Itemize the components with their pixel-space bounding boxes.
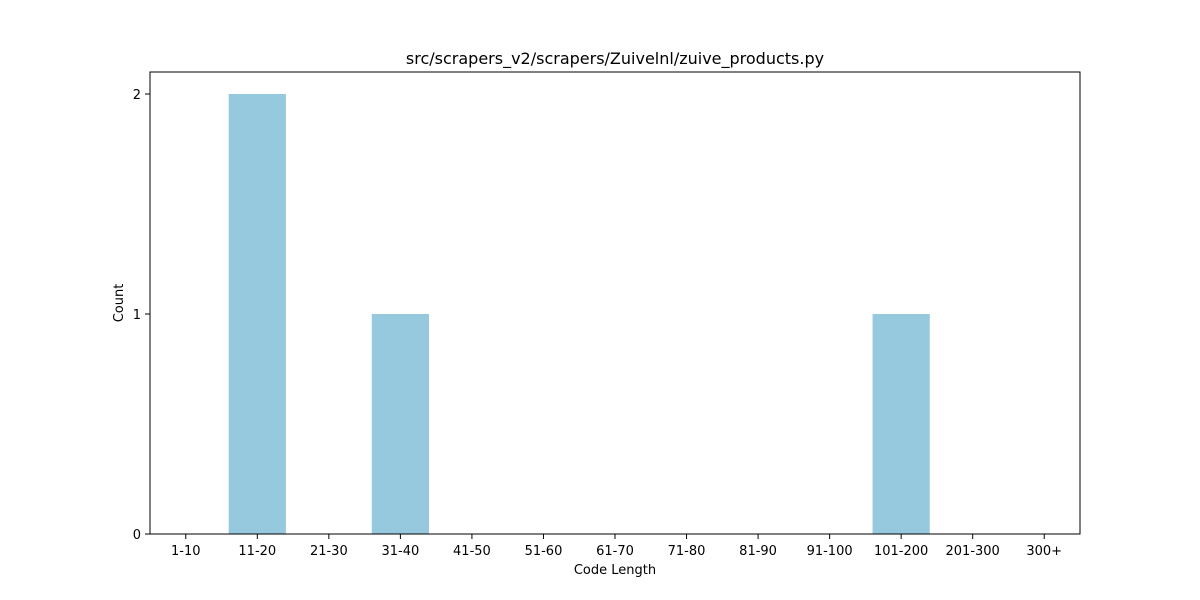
- bar-11-20: [228, 94, 286, 534]
- x-tick-label: 101-200: [874, 544, 928, 559]
- x-tick-label: 201-300: [946, 544, 1000, 559]
- x-tick-label: 1-10: [171, 544, 201, 559]
- y-tick-label: 2: [133, 88, 141, 103]
- y-tick-label: 0: [133, 528, 141, 543]
- x-tick-label: 81-90: [739, 544, 777, 559]
- bar-31-40: [371, 314, 429, 534]
- y-tick-label: 1: [133, 308, 141, 323]
- y-axis-ticks: 0 1 2: [133, 88, 150, 543]
- x-tick-label: 11-20: [238, 544, 276, 559]
- x-tick-label: 61-70: [596, 544, 634, 559]
- x-tick-label: 71-80: [668, 544, 706, 559]
- x-tick-label: 300+: [1026, 544, 1062, 559]
- x-axis-ticks: 1-10 11-20 21-30 31-40 41-50 51-60 61-70 71-80 8…: [171, 534, 1062, 559]
- y-axis-label: Count: [112, 284, 127, 323]
- x-tick-label: 91-100: [807, 544, 853, 559]
- bar-101-200: [872, 314, 930, 534]
- x-tick-label: 31-40: [381, 544, 419, 559]
- bars-group: [228, 94, 930, 534]
- x-axis-label: Code Length: [574, 563, 656, 578]
- x-tick-label: 51-60: [525, 544, 563, 559]
- x-tick-label: 41-50: [453, 544, 491, 559]
- chart-title: src/scrapers_v2/scrapers/Zuivelnl/zuive_…: [406, 49, 824, 69]
- x-tick-label: 21-30: [310, 544, 348, 559]
- plot-frame: [149, 71, 1081, 535]
